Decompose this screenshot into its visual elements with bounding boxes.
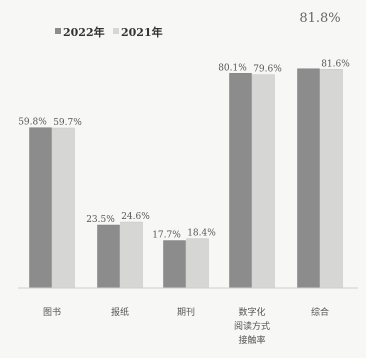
category-label-1: 报纸 [111, 306, 129, 318]
bar-2021-4 [320, 69, 343, 289]
category-label-0: 图书 [43, 307, 61, 318]
bar-2021-1 [120, 221, 143, 289]
data-label-2022-3: 80.1% [218, 63, 247, 73]
legend-label-2022: 2022年 [63, 25, 105, 39]
data-label-2021-3: 79.6% [253, 65, 282, 75]
bar-2022-3 [229, 73, 252, 289]
bar-2022-2 [163, 240, 186, 289]
legend: 2022年 2021年 [55, 25, 163, 39]
bar-2021-0 [52, 127, 75, 289]
bar-2022-1 [97, 224, 120, 289]
legend-swatch-2022 [55, 28, 61, 34]
data-label-2021-1: 24.6% [121, 212, 150, 222]
data-label-2021-2: 18.4% [187, 229, 216, 239]
bar-2021-2 [186, 238, 209, 289]
bar-2022-0 [29, 127, 52, 289]
bar-2021-3 [252, 74, 275, 289]
category-label-4: 综合 [311, 306, 329, 318]
category-label-3: 数字化阅读方式接触率 [234, 306, 270, 346]
data-label-2021-4: 81.6% [321, 59, 350, 69]
legend-swatch-2021 [113, 28, 119, 34]
data-label-2021-0: 59.7% [53, 118, 82, 128]
data-label-2022-0: 59.8% [18, 118, 47, 128]
bar-2022-4 [297, 68, 320, 289]
data-label-2022-1: 23.5% [86, 215, 115, 225]
data-label-2022-4: 81.8% [299, 11, 340, 26]
legend-label-2021: 2021年 [121, 25, 163, 39]
category-label-2: 期刊 [177, 306, 195, 318]
data-label-2022-2: 17.7% [152, 231, 181, 241]
